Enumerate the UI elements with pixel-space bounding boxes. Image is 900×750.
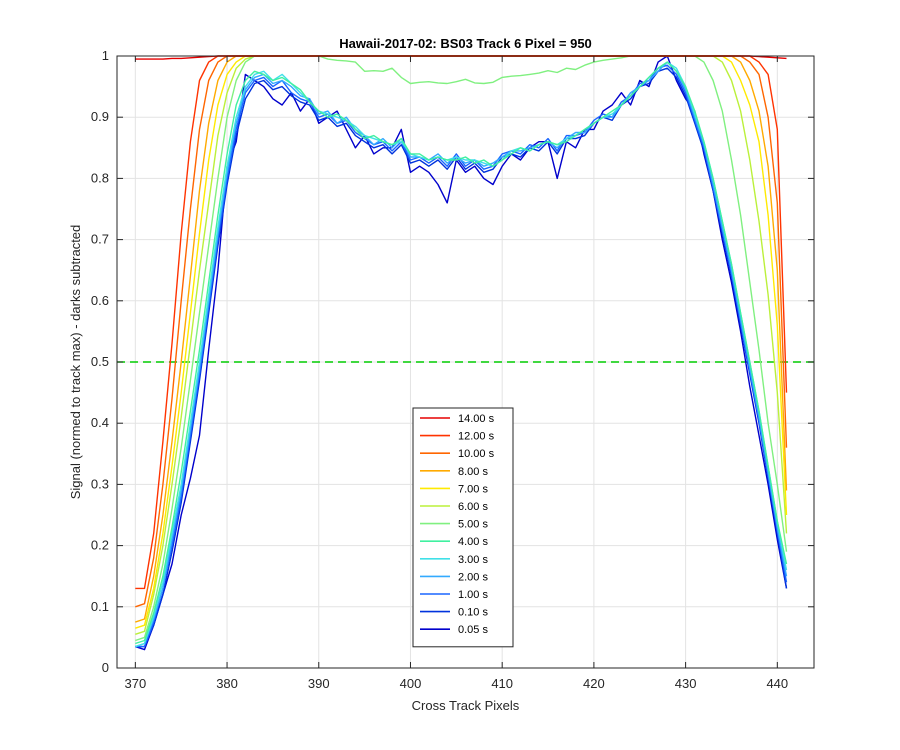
x-tick-label: 430 (675, 676, 697, 691)
legend-label: 0.10 s (458, 607, 488, 619)
x-tick-label: 380 (216, 676, 238, 691)
x-tick-label: 400 (400, 676, 422, 691)
legend-label: 7.00 s (458, 483, 488, 495)
x-tick-label: 420 (583, 676, 605, 691)
legend-label: 2.00 s (458, 571, 488, 583)
chart-title: Hawaii-2017-02: BS03 Track 6 Pixel = 950 (339, 36, 592, 51)
legend-label: 3.00 s (458, 554, 488, 566)
x-tick-label: 370 (124, 676, 146, 691)
y-tick-label: 0.7 (91, 232, 109, 247)
y-tick-label: 0.4 (91, 415, 109, 430)
y-tick-label: 0.9 (91, 109, 109, 124)
y-tick-label: 0 (102, 660, 109, 675)
legend-label: 4.00 s (458, 536, 488, 548)
series-line (135, 67, 788, 648)
y-tick-label: 0.2 (91, 538, 109, 553)
x-tick-label: 440 (766, 676, 788, 691)
y-axis-label: Signal (normed to track max) - darks sub… (68, 225, 83, 500)
legend: 14.00 s 12.00 s 10.00 s 8.00 s 7.00 s 6.00 s 5… (412, 407, 514, 648)
x-tick-label: 410 (491, 676, 513, 691)
legend-label: 6.00 s (458, 501, 488, 513)
legend-label: 10.00 s (458, 448, 495, 460)
y-tick-label: 0.6 (91, 293, 109, 308)
series-line (135, 61, 788, 645)
y-tick-label: 0.5 (91, 354, 109, 369)
legend-label: 1.00 s (458, 589, 488, 601)
x-tick-label: 390 (308, 676, 330, 691)
y-tick-label: 0.8 (91, 170, 109, 185)
legend-label: 8.00 s (458, 466, 488, 478)
y-tick-label: 0.1 (91, 599, 109, 614)
legend-box (412, 407, 514, 648)
y-tick-label: 1 (102, 48, 109, 63)
legend-label: 12.00 s (458, 431, 495, 443)
legend-label: 0.05 s (458, 624, 488, 636)
x-axis-label: Cross Track Pixels (412, 698, 520, 713)
legend-label: 5.00 s (458, 519, 488, 531)
axis-ticks: 370 380 390 400 410 420 430 440 0 0.1 0.2 0.3 0.4 0.5… (91, 48, 814, 691)
legend-label: 14.00 s (458, 413, 495, 425)
y-tick-label: 0.3 (91, 476, 109, 491)
